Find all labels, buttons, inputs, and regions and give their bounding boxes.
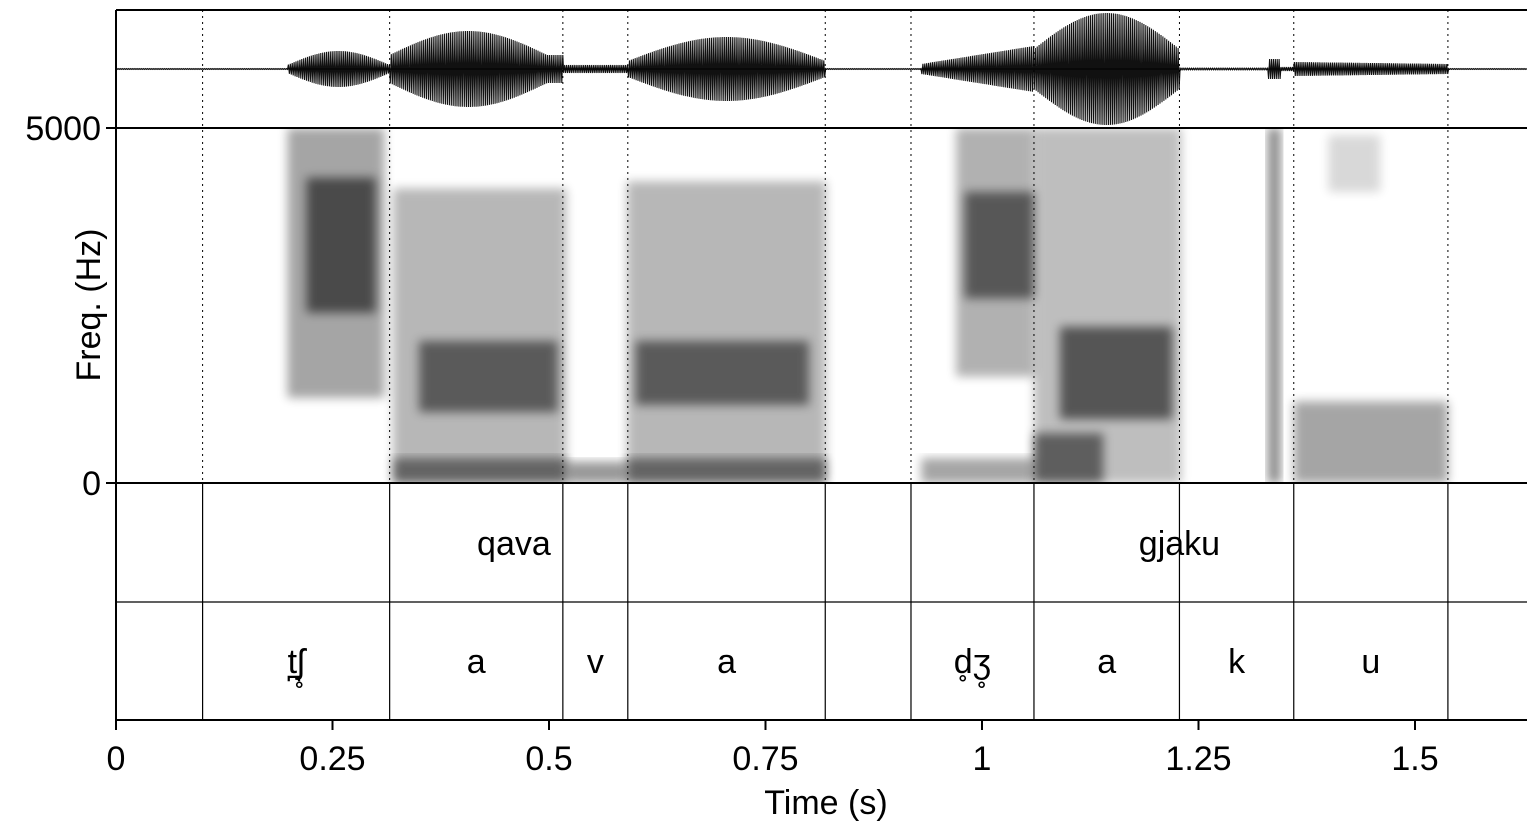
spectral-energy-region bbox=[306, 177, 376, 313]
spectral-energy-region bbox=[1033, 128, 1182, 483]
word-label: qava bbox=[477, 525, 551, 563]
x-axis-label: Time (s) bbox=[764, 784, 887, 822]
frequency-axis: 5000 0 bbox=[25, 110, 116, 503]
word-label: gjaku bbox=[1139, 525, 1220, 563]
spectral-energy-region bbox=[921, 458, 1034, 483]
x-tick-label: 0 bbox=[107, 740, 126, 778]
segment-label: k bbox=[1228, 643, 1246, 681]
segment-label: d̥ʒ̥ bbox=[954, 643, 991, 689]
spectral-energy-region bbox=[393, 188, 567, 483]
x-tick-label: 0.75 bbox=[732, 740, 798, 778]
x-tick-label: 1.5 bbox=[1391, 740, 1438, 778]
y-tick-label: 0 bbox=[82, 465, 101, 503]
spectral-energy-region bbox=[635, 341, 809, 405]
time-axis: 0 0.25 0.5 0.75 1 1.25 1.5 bbox=[107, 720, 1439, 778]
spectral-energy-region bbox=[1059, 326, 1173, 420]
panel-frame bbox=[115, 9, 1527, 721]
spectral-energy-region bbox=[626, 458, 827, 483]
x-tick-label: 0.25 bbox=[299, 740, 365, 778]
spectral-energy-region bbox=[419, 341, 558, 412]
segment-label: v bbox=[587, 643, 604, 681]
segment-label: a bbox=[467, 643, 486, 681]
y-tick-label: 5000 bbox=[25, 110, 101, 148]
x-tick-label: 1 bbox=[973, 740, 992, 778]
spectral-energy-region bbox=[1033, 433, 1104, 483]
x-tick-label: 0.5 bbox=[525, 740, 572, 778]
annotation-tiers: qava gjaku t̪ʃ̥ a v a d̥ʒ̥ a k u bbox=[287, 525, 1380, 689]
x-tick-label: 1.25 bbox=[1165, 740, 1231, 778]
segment-label: a bbox=[717, 643, 736, 681]
spectrogram-shading bbox=[287, 128, 1448, 483]
segment-label: u bbox=[1361, 643, 1380, 681]
spectral-energy-region bbox=[1267, 128, 1281, 483]
y-axis-label: Freq. (Hz) bbox=[70, 229, 108, 382]
spectral-energy-region bbox=[1293, 401, 1448, 483]
segment-label: t̪ʃ̥ bbox=[287, 643, 307, 689]
spectral-energy-region bbox=[393, 458, 567, 483]
spectral-energy-region bbox=[956, 128, 1034, 377]
spectral-energy-region bbox=[626, 181, 827, 483]
segment-boundaries bbox=[202, 10, 1449, 720]
spectral-energy-region bbox=[1328, 135, 1381, 192]
spectral-energy-region bbox=[566, 461, 627, 483]
segment-label: a bbox=[1097, 643, 1116, 681]
